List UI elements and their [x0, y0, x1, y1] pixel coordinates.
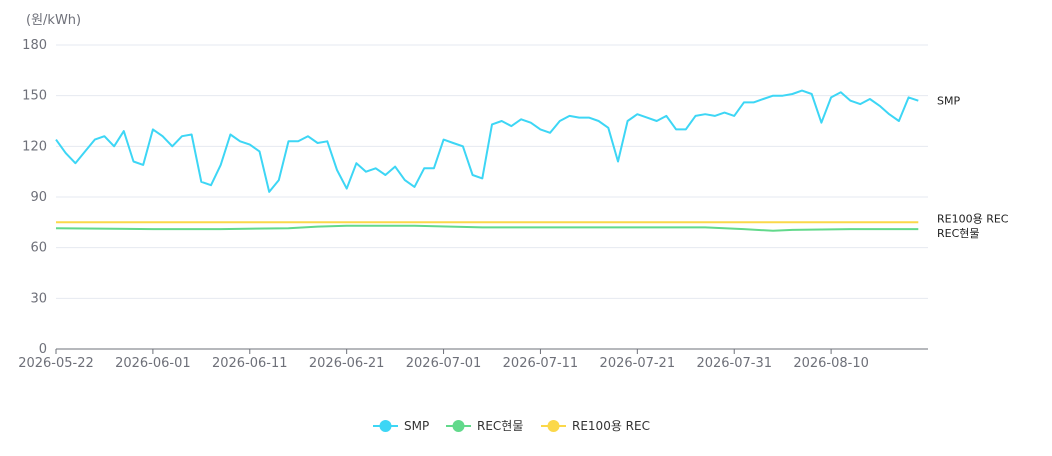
series-end-label: RE100용 REC	[937, 212, 1009, 225]
x-tick-label: 2026-05-22	[18, 356, 94, 371]
legend-label: SMP	[404, 419, 429, 433]
x-tick-label: 2026-07-11	[503, 356, 579, 371]
legend[interactable]: SMP REC현물 RE100용 REC	[373, 419, 650, 433]
series-line-smp	[55, 89, 919, 193]
legend-label: RE100용 REC	[572, 419, 650, 433]
grid-lines	[56, 44, 928, 299]
x-tick-label: 2026-06-11	[212, 356, 288, 371]
legend-marker-icon	[547, 420, 560, 432]
y-axis-ticks: 0 30 60 90 120 150 180	[22, 38, 47, 357]
legend-label: REC현물	[477, 419, 523, 433]
x-tick-label: 2026-06-01	[115, 356, 191, 371]
y-axis-unit-label: (원/kWh)	[26, 13, 81, 28]
x-tick-label: 2026-07-01	[406, 356, 482, 371]
x-tick-label: 2026-06-21	[309, 356, 385, 371]
legend-item[interactable]: SMP	[373, 419, 429, 433]
y-tick-label: 180	[22, 38, 47, 53]
y-tick-label: 60	[30, 241, 47, 256]
series-end-labels: SMP REC현물 RE100용 REC	[937, 95, 1009, 240]
x-tick-label: 2026-08-10	[793, 356, 869, 371]
x-axis: 2026-05-22 2026-06-01 2026-06-11 2026-06-21…	[18, 348, 928, 371]
y-tick-label: 30	[30, 291, 47, 306]
legend-marker-icon	[379, 420, 392, 432]
series-line-rec-spot	[55, 224, 919, 232]
series-end-label: SMP	[937, 95, 960, 108]
x-tick-label: 2026-07-31	[696, 356, 772, 371]
y-tick-label: 120	[22, 139, 47, 154]
legend-item[interactable]: RE100용 REC	[541, 419, 650, 433]
x-tick-label: 2026-07-21	[600, 356, 676, 371]
series-end-label: REC현물	[937, 227, 980, 240]
legend-item[interactable]: REC현물	[446, 419, 523, 433]
y-tick-label: 0	[39, 342, 47, 357]
legend-marker-icon	[452, 420, 465, 432]
series-lines	[55, 89, 919, 232]
y-tick-label: 90	[30, 190, 47, 205]
y-tick-label: 150	[22, 89, 47, 104]
